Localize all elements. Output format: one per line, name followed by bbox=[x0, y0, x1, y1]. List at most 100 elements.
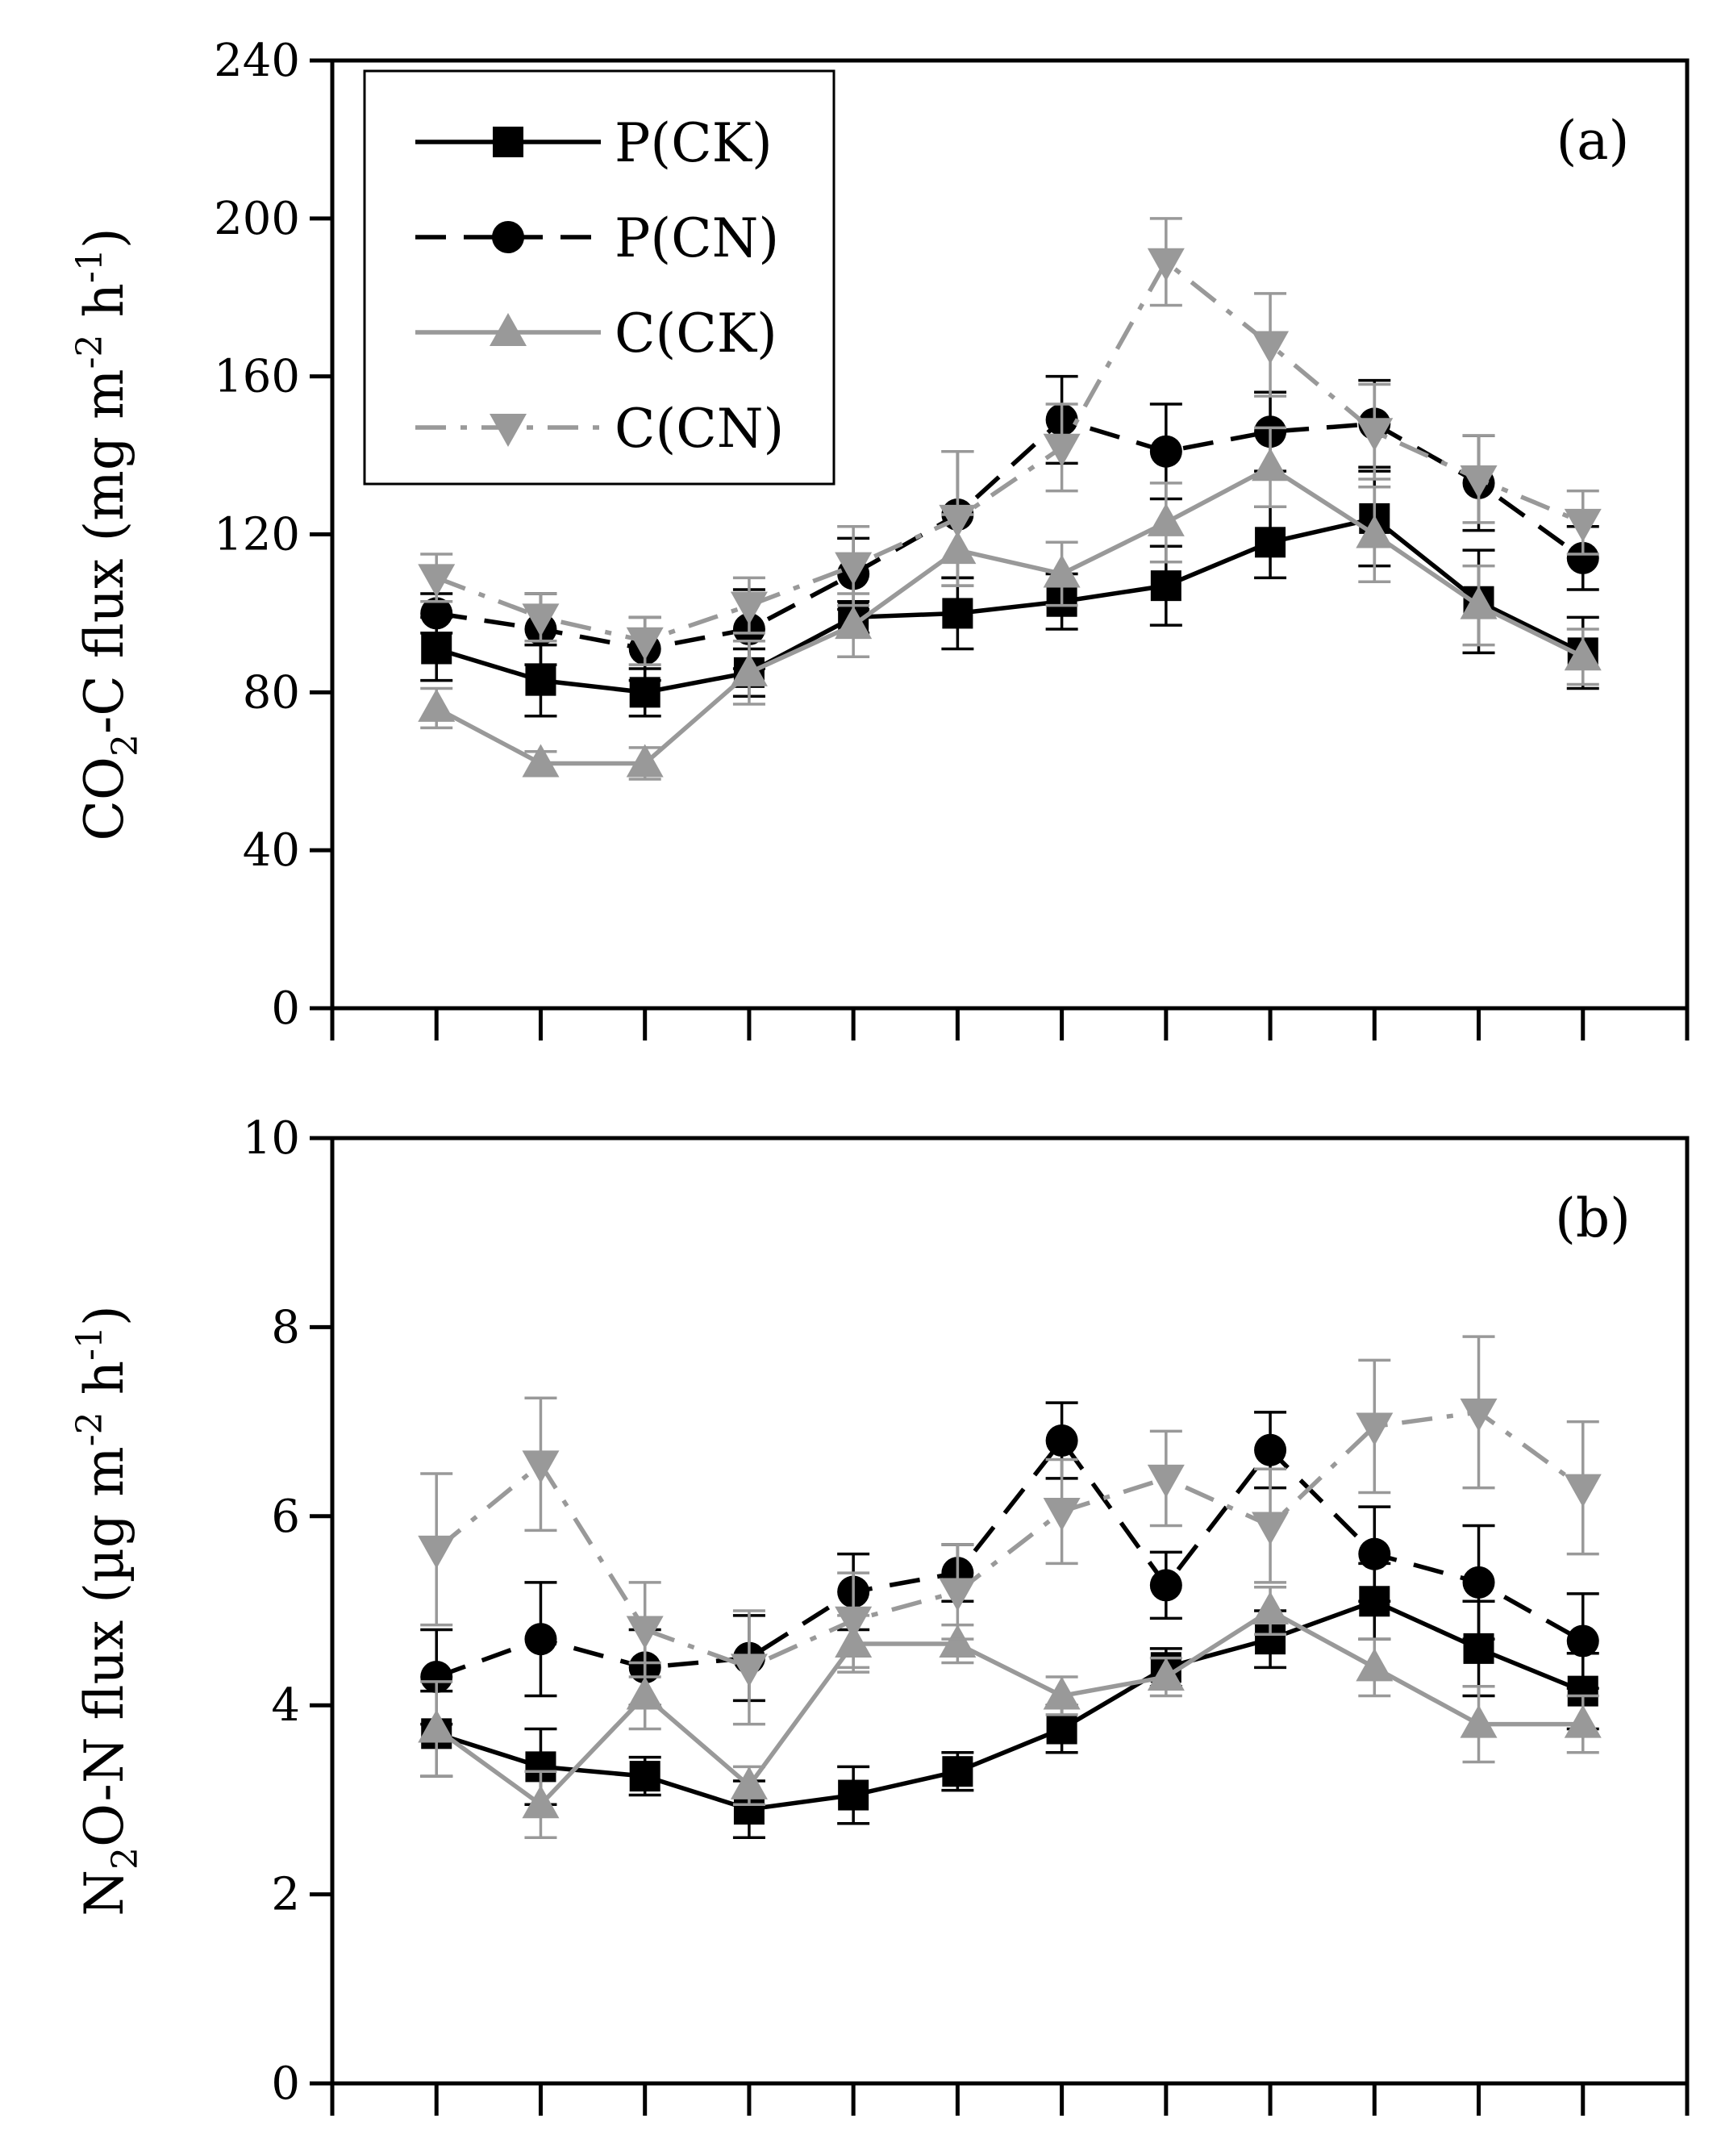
y-axis-title-part: ) bbox=[73, 1305, 135, 1326]
panel-a-co2-flux: 0 40 80 120 160 200 240 CO2-C flux (mg m-2 h-1)… bbox=[69, 35, 1690, 1040]
data-point bbox=[1566, 541, 1599, 574]
data-point bbox=[1147, 1464, 1185, 1498]
series-line bbox=[435, 258, 1584, 644]
data-point bbox=[626, 1676, 664, 1710]
series-line bbox=[435, 1599, 1584, 1812]
series-line bbox=[435, 1608, 1583, 1808]
data-point bbox=[1252, 1591, 1290, 1624]
y-axis-title-part: h bbox=[73, 1361, 135, 1412]
data-point bbox=[629, 1761, 660, 1792]
data-point bbox=[626, 627, 664, 661]
legend-marker bbox=[493, 127, 523, 157]
data-point bbox=[730, 1766, 768, 1799]
data-point bbox=[1045, 1424, 1078, 1457]
y-axis-title-part: -2 bbox=[69, 1412, 110, 1446]
data-point bbox=[939, 1578, 977, 1612]
y-axis-title-part: O-N flux (µg m bbox=[73, 1446, 135, 1847]
data-point bbox=[1046, 1713, 1077, 1745]
data-point bbox=[1252, 448, 1290, 482]
series-line bbox=[435, 515, 1584, 695]
panel-label: (a) bbox=[1556, 110, 1630, 172]
y-axis-title: CO2-C flux (mg m-2 h-1) bbox=[69, 227, 146, 840]
data-point bbox=[939, 504, 977, 538]
data-point bbox=[1149, 435, 1182, 468]
y-tick-label: 6 bbox=[271, 1491, 300, 1543]
y-axis-title-part: -2 bbox=[69, 334, 110, 369]
data-point bbox=[418, 564, 456, 598]
data-point bbox=[1150, 570, 1181, 602]
series-cck bbox=[418, 1585, 1602, 1840]
y-tick-label: 4 bbox=[271, 1679, 300, 1732]
data-point bbox=[1149, 1569, 1182, 1602]
data-point bbox=[1043, 1676, 1081, 1710]
data-point bbox=[942, 598, 973, 629]
series-cck bbox=[418, 426, 1602, 781]
data-point bbox=[1252, 1512, 1290, 1545]
y-axis-title: N2O-N flux (µg m-2 h-1) bbox=[69, 1305, 146, 1916]
series-line bbox=[435, 1437, 1585, 1679]
y-axis-title-part: 2 bbox=[105, 1847, 146, 1870]
data-point bbox=[1356, 515, 1394, 548]
series-line bbox=[435, 465, 1584, 766]
data-point bbox=[1043, 433, 1081, 467]
data-point bbox=[1147, 503, 1185, 536]
data-point bbox=[1564, 508, 1602, 542]
data-point bbox=[835, 1606, 873, 1640]
data-point bbox=[939, 1624, 977, 1658]
data-point bbox=[522, 1450, 560, 1484]
data-point bbox=[1255, 527, 1286, 558]
legend-marker bbox=[490, 414, 527, 447]
data-point bbox=[1462, 1566, 1495, 1599]
data-point bbox=[522, 603, 560, 637]
data-point bbox=[730, 653, 768, 686]
y-axis-title-part: -1 bbox=[69, 1326, 110, 1361]
series-pck bbox=[420, 1562, 1599, 1840]
y-tick-label: 40 bbox=[243, 824, 300, 877]
data-point bbox=[835, 606, 873, 640]
data-point bbox=[1254, 1433, 1287, 1466]
series-pck bbox=[420, 469, 1599, 718]
data-point bbox=[1566, 1624, 1599, 1658]
data-point bbox=[629, 677, 660, 708]
data-point bbox=[525, 665, 556, 696]
y-axis-title-part: -1 bbox=[69, 248, 110, 283]
data-point bbox=[626, 744, 664, 778]
y-tick-label: 240 bbox=[214, 35, 300, 87]
data-point bbox=[522, 744, 560, 778]
legend-marker bbox=[490, 313, 527, 346]
y-tick-label: 8 bbox=[271, 1301, 300, 1353]
y-tick-label: 0 bbox=[271, 2058, 300, 2110]
y-axis-title-part: N bbox=[73, 1870, 135, 1916]
data-point bbox=[1252, 331, 1290, 365]
data-point bbox=[421, 633, 452, 665]
y-tick-label: 2 bbox=[271, 1869, 300, 1921]
legend-label: C(CN) bbox=[615, 398, 784, 460]
data-point bbox=[418, 1535, 456, 1569]
data-point bbox=[1147, 248, 1185, 281]
data-point bbox=[418, 1709, 456, 1743]
legend-label: P(CK) bbox=[615, 112, 773, 174]
data-point bbox=[1356, 418, 1394, 452]
data-point bbox=[1358, 1537, 1391, 1570]
legend-label: P(CN) bbox=[615, 207, 779, 269]
panel-label: (b) bbox=[1555, 1187, 1631, 1249]
series-line bbox=[435, 417, 1585, 652]
data-point bbox=[1564, 637, 1602, 671]
legend: P(CK) P(CN) C(CK) C(CN) bbox=[363, 69, 835, 486]
data-point bbox=[1147, 1658, 1185, 1691]
plot-frame bbox=[330, 1136, 1690, 2086]
y-axis-title-part: 2 bbox=[105, 734, 146, 757]
data-point bbox=[420, 1661, 453, 1694]
y-axis-title-part: -C flux (mg m bbox=[73, 369, 135, 734]
y-tick-label: 200 bbox=[214, 193, 300, 245]
legend-marker bbox=[492, 221, 524, 253]
data-point bbox=[524, 1623, 557, 1656]
data-point bbox=[1564, 1704, 1602, 1738]
series-ccn bbox=[418, 1335, 1602, 1726]
y-axis-title-part: h bbox=[73, 283, 135, 335]
y-axis-title-part: ) bbox=[73, 227, 135, 248]
data-point bbox=[730, 591, 768, 625]
data-point bbox=[1564, 1474, 1602, 1508]
y-tick-label: 80 bbox=[243, 666, 300, 719]
